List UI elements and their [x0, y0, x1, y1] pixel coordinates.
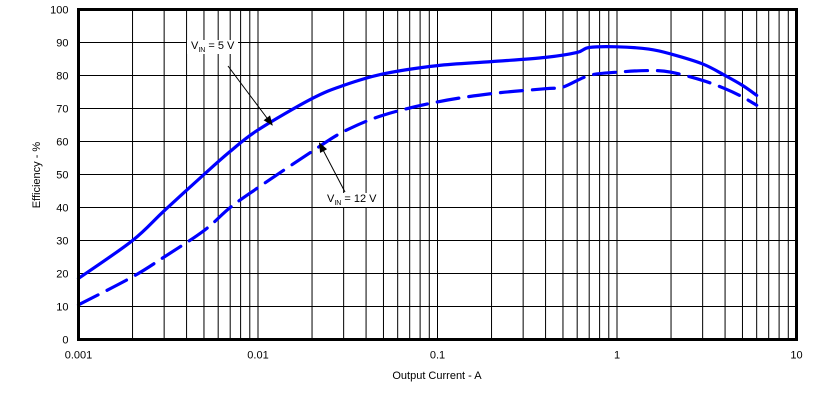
arrow-vin-12v — [319, 142, 346, 193]
plot-frame — [77, 8, 798, 341]
y-tick-label: 50 — [56, 170, 68, 182]
annotation-vin-12v: VIN = 12 V — [323, 193, 381, 208]
annotation-5v-sub: IN — [198, 47, 206, 55]
x-tick-label: 10 — [790, 350, 802, 362]
data-series — [76, 45, 759, 307]
annotation-5v-v: V — [191, 40, 199, 52]
annotation-5v-rest: = 5 V — [205, 40, 235, 52]
y-tick-label: 0 — [62, 335, 68, 347]
y-tick-label: 90 — [56, 38, 68, 50]
annotation-12v-v: V — [327, 193, 335, 205]
annotation-12v-sub: IN — [334, 200, 342, 208]
x-tick-label: 0.1 — [430, 350, 445, 362]
series-vin-12v — [76, 68, 759, 307]
arrow-vin-5v — [227, 65, 273, 126]
y-tick-label: 40 — [56, 203, 68, 215]
x-tick-label: 1 — [614, 350, 620, 362]
x-tick-label: 0.001 — [65, 350, 93, 362]
y-tick-label: 80 — [56, 71, 68, 83]
series-vin-5v — [76, 45, 759, 281]
y-tick-label: 70 — [56, 104, 68, 116]
x-tick-label: 0.01 — [247, 350, 268, 362]
x-axis-label: Output Current - A — [392, 370, 482, 382]
y-axis-ticks: 0 10 20 30 40 50 60 70 80 90 100 — [50, 5, 68, 347]
y-tick-label: 100 — [50, 5, 68, 17]
y-tick-label: 20 — [56, 269, 68, 281]
x-axis-ticks: 0.001 0.01 0.1 1 10 — [65, 350, 803, 362]
y-tick-label: 10 — [56, 302, 68, 314]
annotation-arrows — [227, 65, 346, 193]
annotation-vin-5v: VIN = 5 V — [187, 40, 239, 55]
y-tick-label: 30 — [56, 236, 68, 248]
y-axis-label: Efficiency - % — [31, 142, 43, 209]
annotation-12v-rest: = 12 V — [341, 193, 377, 205]
y-tick-label: 60 — [56, 137, 68, 149]
